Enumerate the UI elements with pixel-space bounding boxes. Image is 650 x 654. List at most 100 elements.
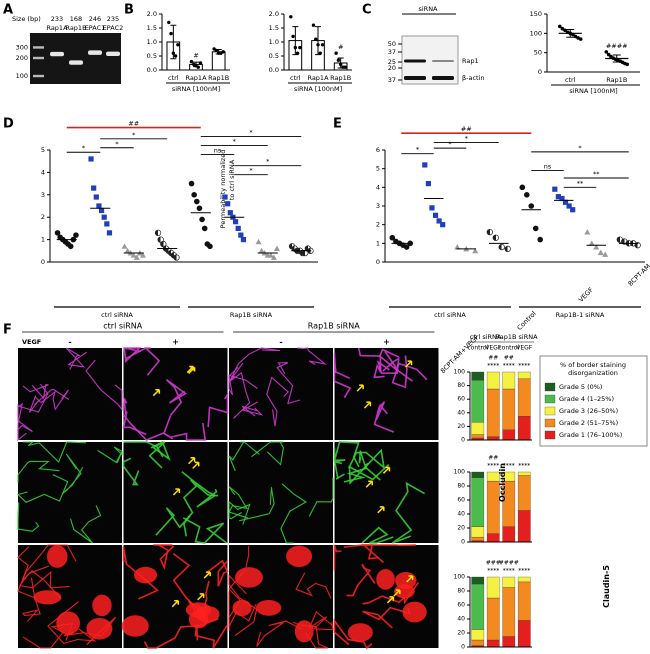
arrow: [404, 360, 413, 368]
cell-border: [308, 610, 334, 631]
data-point: [214, 48, 219, 53]
legend-entry: Grade 1 (76–100%): [559, 431, 622, 439]
bar-segment: [471, 629, 485, 641]
x-axis-label: siRNA [100nM]: [294, 85, 342, 93]
cell-border: [17, 404, 33, 442]
bar-segment: [486, 471, 500, 482]
cell-border: [378, 348, 413, 382]
y-tick-label: 40: [457, 616, 465, 623]
cell-border: [123, 346, 142, 363]
treatment: +: [383, 338, 390, 347]
legend-title: disorganization: [568, 369, 618, 377]
nucleus: [376, 569, 395, 590]
micrograph: [123, 348, 228, 440]
y-tick-label: 5: [376, 165, 380, 173]
bar-segment: [471, 477, 485, 527]
cell-border: [348, 448, 386, 481]
data-point: [454, 244, 461, 250]
bar-segment: [486, 388, 500, 437]
data-point: [492, 234, 499, 241]
bar-segment: [502, 576, 516, 588]
data-point: [201, 225, 208, 232]
data-point: [336, 58, 341, 62]
x-tick-label: ctrl: [565, 76, 576, 84]
cell-border: [65, 347, 88, 370]
data-point: [173, 254, 180, 261]
ladder-band: [33, 46, 44, 49]
cell-border: [85, 359, 123, 412]
cell-border: [228, 441, 260, 472]
data-point: [196, 205, 203, 212]
data-point: [194, 198, 200, 205]
bracket-label: ns: [214, 146, 222, 154]
ladder-label: 300: [16, 43, 28, 51]
group-label: Rap1B siRNA: [495, 333, 538, 341]
cell-border: [228, 486, 249, 519]
bar-segment: [517, 416, 531, 441]
bracket-label: *: [578, 144, 582, 152]
lane-size: 233: [51, 15, 63, 23]
data-point: [602, 251, 609, 257]
cell-border: [17, 546, 62, 600]
blot-marker: 37: [388, 48, 396, 56]
data-point: [169, 31, 173, 36]
gel-size-header: Size (bp): [12, 15, 41, 23]
significance: ##: [504, 355, 514, 362]
y-tick-label: 100: [454, 469, 466, 476]
cell-border: [207, 391, 229, 428]
ladder-label: 200: [16, 54, 28, 62]
group-label: Rap1B-1 siRNA: [556, 311, 605, 319]
y-axis-label: Permeability normalized: [219, 150, 227, 229]
group-label: ctrl siRNA: [470, 333, 502, 341]
cell-border: [346, 563, 376, 597]
arrow: [377, 506, 385, 514]
cell-border: [171, 422, 207, 441]
y-tick-label: 0.5: [269, 52, 279, 60]
gel-band: [50, 51, 64, 57]
arrow: [172, 488, 181, 496]
data-point: [320, 43, 325, 47]
bar-segment: [486, 639, 500, 648]
bracket-label: ns: [544, 163, 552, 171]
bracket-label: *: [465, 135, 469, 143]
data-point: [472, 247, 479, 254]
bar-segment: [471, 380, 485, 423]
y-tick-label: 0: [461, 644, 465, 651]
data-point: [270, 254, 277, 260]
cell-border: [122, 546, 159, 600]
y-tick-label: 150: [530, 10, 542, 18]
bar-segment: [486, 533, 500, 543]
bracket-label: *: [416, 146, 420, 154]
row-label: Claudin-5: [602, 565, 611, 608]
data-point: [96, 203, 102, 209]
group-label: Rap1B siRNA: [230, 311, 273, 319]
data-point: [625, 62, 630, 67]
cell-border: [22, 622, 74, 649]
data-point: [235, 225, 241, 231]
data-point: [121, 243, 128, 249]
cell-border: [228, 545, 250, 631]
cell-border: [228, 367, 258, 396]
data-point: [171, 51, 176, 55]
bar-segment: [517, 378, 531, 417]
y-tick-label: 100: [454, 369, 466, 376]
blot-marker: 25: [388, 58, 396, 66]
cell-border: [22, 577, 41, 622]
nucleus: [33, 590, 62, 605]
legend-swatch: [544, 382, 556, 392]
y-tick-label: 0.0: [147, 66, 157, 74]
x-tick-label: ctrl: [168, 74, 179, 82]
cell-border: [241, 401, 264, 417]
arrow: [188, 366, 196, 374]
y-tick-label: 2.0: [269, 10, 279, 18]
cell-border: [28, 388, 70, 413]
bracket-label: *: [249, 129, 253, 137]
panel-letter: D: [3, 117, 14, 132]
micrograph: [18, 442, 122, 543]
error-bar: [612, 54, 621, 63]
data-point: [570, 207, 576, 213]
cell-border: [239, 487, 275, 522]
cell-border: [333, 618, 373, 650]
bar-segment: [486, 371, 500, 390]
blot-band-label: Rap1: [462, 57, 479, 65]
